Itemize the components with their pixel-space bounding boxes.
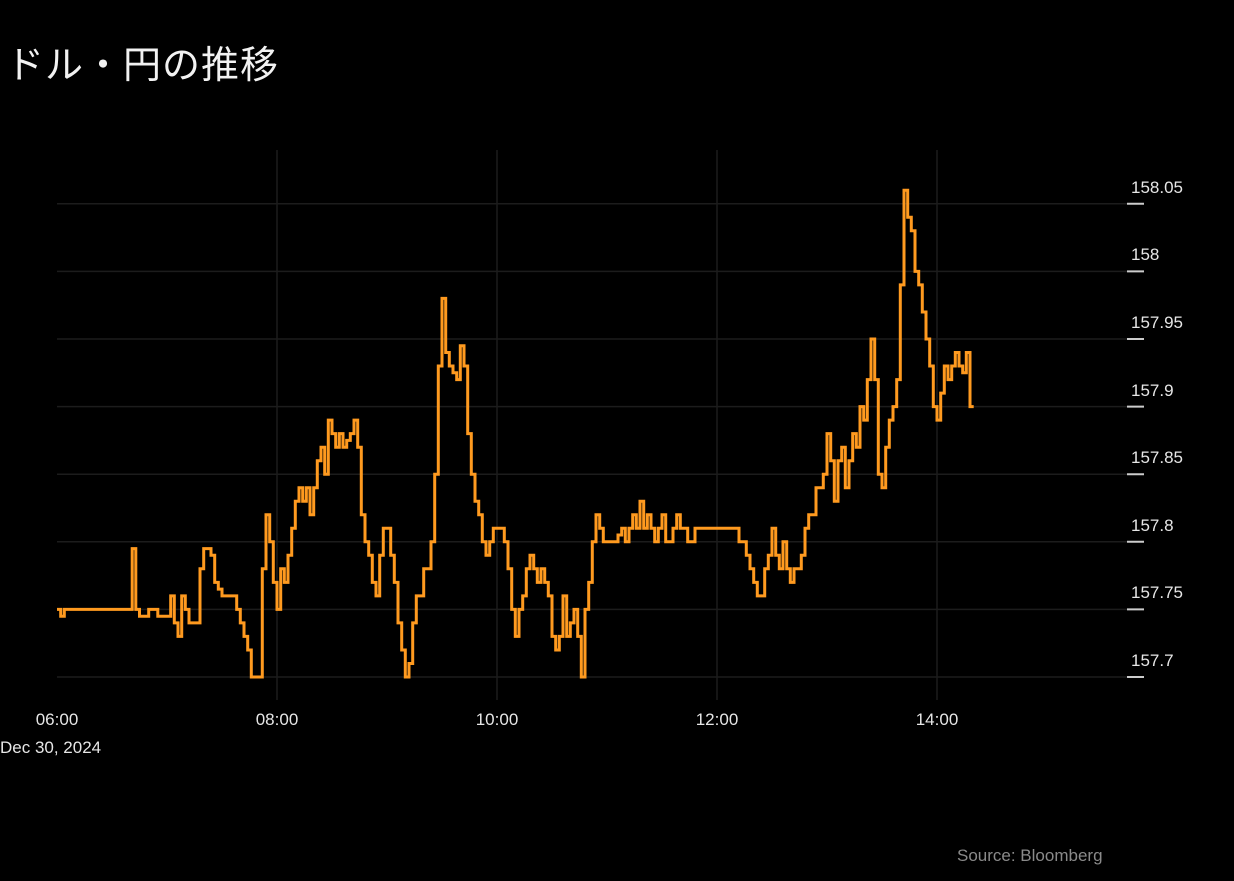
y-axis-tick-marks [1127, 202, 1144, 678]
x-tick-label: 08:00 [255, 710, 299, 729]
x-tick-label: 10:00 [475, 710, 519, 729]
x-tick-label: 14:00 [915, 710, 959, 729]
source-note: Source: Bloomberg [957, 846, 1103, 865]
chart-title: ドル・円の推移 [6, 43, 280, 87]
x-tick-label: 06:00 [35, 710, 79, 729]
y-tick-label: 158.05 [1131, 177, 1183, 197]
x-axis-date-label: Dec 30, 2024 [0, 738, 102, 757]
y-tick-label: 157.7 [1131, 651, 1174, 670]
usd-jpy-line [57, 188, 974, 679]
y-tick-label: 157.95 [1131, 313, 1183, 332]
y-tick-label: 158 [1131, 245, 1160, 265]
y-tick-label: 157.75 [1131, 583, 1183, 603]
y-tick-label: 157.85 [1131, 448, 1183, 468]
y-tick-label: 157.8 [1131, 515, 1174, 535]
horizontal-gridlines [57, 203, 1127, 678]
x-tick-label: 12:00 [695, 710, 739, 729]
y-tick-label: 157.9 [1131, 380, 1174, 400]
vertical-gridlines [276, 150, 938, 700]
